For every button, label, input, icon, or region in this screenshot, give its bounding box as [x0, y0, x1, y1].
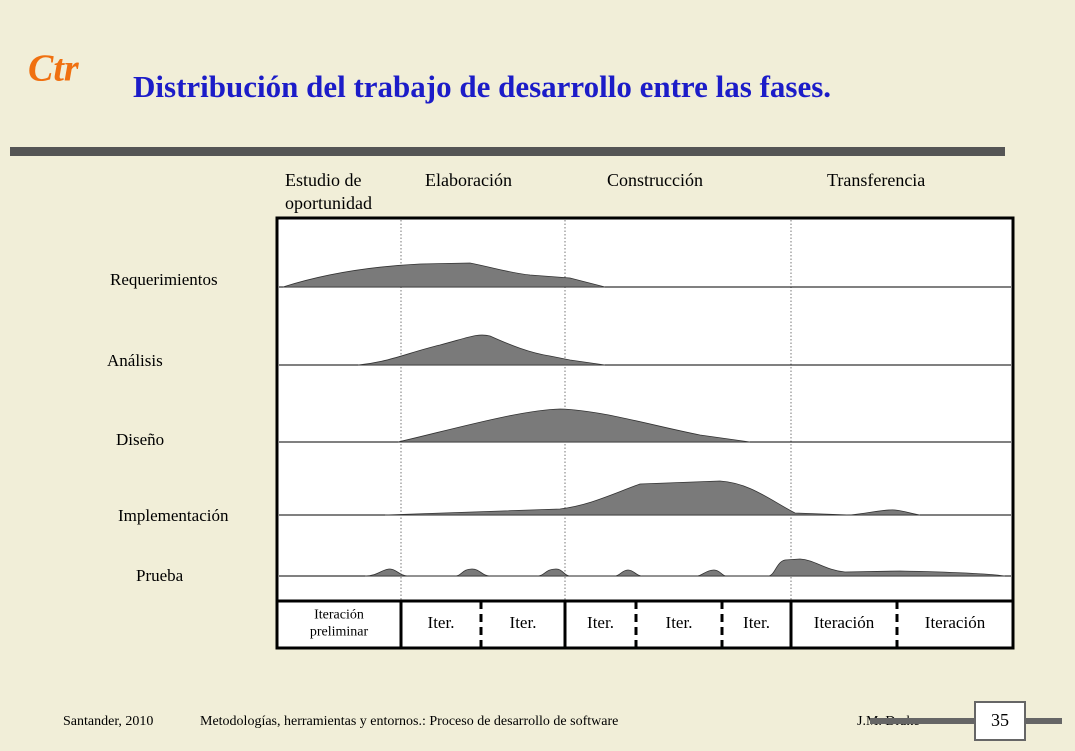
title-rule [10, 147, 1005, 156]
phase-label: Construcción [607, 170, 703, 190]
hump [364, 558, 1006, 577]
phase-labels: Estudio de oportunidad Elaboración Construc… [285, 170, 925, 213]
iteration-label: Iter. [587, 613, 614, 632]
iteration-label: Iter. [666, 613, 693, 632]
workflow-label: Prueba [136, 566, 184, 585]
iteration-label: Iteración [925, 613, 986, 632]
hump [397, 408, 751, 443]
phase-label: Estudio de [285, 170, 362, 190]
workflow-label: Análisis [107, 351, 163, 370]
iteration-label: preliminar [310, 625, 369, 640]
iteration-label: Iter. [428, 613, 455, 632]
phase-label: oportunidad [285, 193, 372, 213]
hump [282, 262, 606, 288]
workflow-label: Implementación [118, 506, 229, 525]
hump [357, 334, 606, 366]
page-number: 35 [991, 710, 1009, 730]
phase-label: Elaboración [425, 170, 512, 190]
iteration-label: Iteración [314, 608, 364, 623]
footer-course: Metodologías, herramientas y entornos.: … [200, 714, 618, 729]
iteration-dividers [399, 601, 899, 648]
workflow-label: Requerimientos [110, 270, 218, 289]
iteration-label: Iter. [510, 613, 537, 632]
humps [282, 262, 1006, 577]
title: Distribución del trabajo de desarrollo e… [133, 69, 831, 104]
hump [384, 480, 921, 516]
page-box [974, 701, 1026, 741]
iteration-labels: Iteración preliminar Iter. Iter. Iter. Iter. I… [310, 608, 986, 640]
workflow-labels: Requerimientos Análisis Diseño Implementaci… [107, 270, 229, 585]
iteration-label: Iteración [814, 613, 875, 632]
phase-label: Transferencia [827, 170, 925, 190]
workflow-label: Diseño [116, 430, 164, 449]
footer-place: Santander, 2010 [63, 714, 153, 729]
iteration-label: Iter. [743, 613, 770, 632]
logo: Ctr [28, 48, 80, 90]
iteration-row [275, 599, 1015, 650]
